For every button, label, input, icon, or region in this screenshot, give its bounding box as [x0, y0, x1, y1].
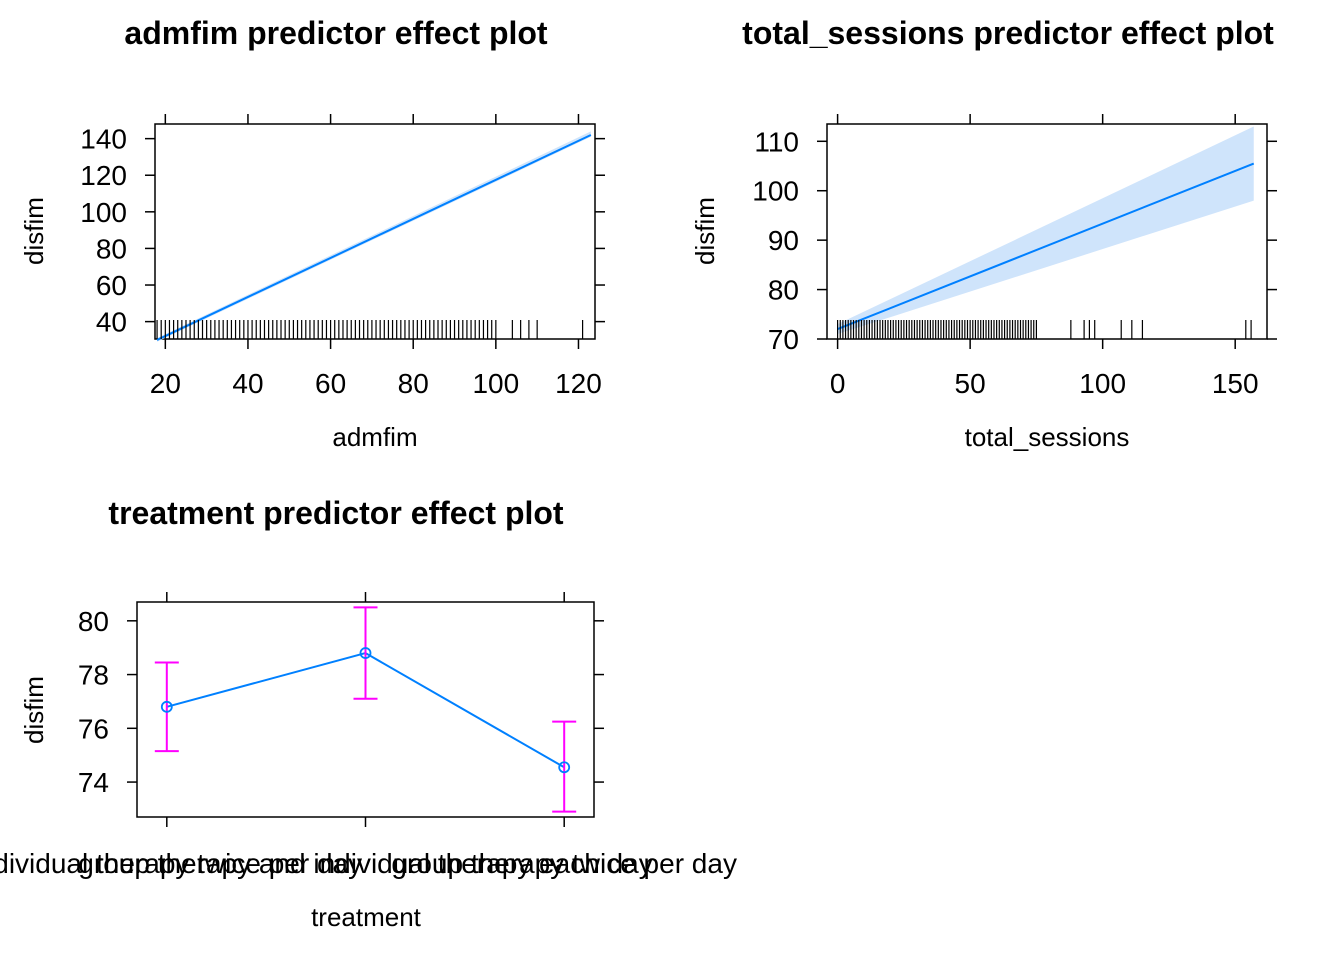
treatment-error-bars: [154, 606, 577, 813]
treatment-panel: treatment predictor effect plot individu…: [0, 495, 737, 932]
treatment-y-tick-label: 76: [78, 713, 109, 744]
treatment-points: [160, 647, 571, 774]
total-sessions-x-tick-label: 50: [955, 368, 986, 399]
treatment-y-axis-label: disfim: [19, 676, 49, 744]
total-sessions-y-axis-label: disfim: [690, 197, 720, 265]
treatment-point: [558, 761, 571, 774]
total-sessions-panel: total_sessions predictor effect plot 0 50…: [690, 15, 1277, 452]
total-sessions-x-axis-label: total_sessions: [965, 422, 1130, 452]
total-sessions-y-tick-label: 80: [768, 275, 799, 306]
treatment-y-tick-label: 78: [78, 660, 109, 691]
total-sessions-rug: [837, 320, 1252, 339]
total-sessions-band-area: [837, 126, 1254, 335]
total-sessions-confidence-band: [837, 126, 1254, 335]
admfim-y-axis-label: disfim: [19, 197, 49, 265]
admfim-y-tick-label: 60: [96, 270, 127, 301]
admfim-rug: [156, 320, 584, 339]
treatment-point: [359, 647, 372, 659]
admfim-y-tick-label: 140: [80, 124, 127, 155]
admfim-x-axis-label: admfim: [332, 422, 417, 452]
total-sessions-y-tick-label: 90: [768, 225, 799, 256]
treatment-x-tick-label: individual therapy twice per day: [0, 848, 362, 879]
total-sessions-y-tick-label: 70: [768, 324, 799, 355]
admfim-x-tick-label: 20: [150, 368, 181, 399]
total-sessions-x-tick-label: 0: [830, 368, 846, 399]
treatment-x-tick-label: group therapy twice per day: [391, 848, 737, 879]
total-sessions-x-tick-label: 100: [1079, 368, 1126, 399]
admfim-x-tick-label: 80: [398, 368, 429, 399]
admfim-x-tick-label: 60: [315, 368, 346, 399]
admfim-panel-title: admfim predictor effect plot: [124, 15, 548, 51]
admfim-x-tick-label: 40: [232, 368, 263, 399]
treatment-x-tick-label: group therapy and individual therapy eac…: [78, 848, 652, 879]
admfim-effect-line: [156, 134, 592, 341]
admfim-panel: admfim predictor effect plot 20 40 60 80 100…: [19, 15, 605, 452]
treatment-y-tick-label: 74: [78, 767, 109, 798]
admfim-axes: 20 40 60 80 100 120 40 60 80 100 120 140: [80, 114, 605, 399]
admfim-y-tick-label: 120: [80, 160, 127, 191]
total-sessions-panel-title: total_sessions predictor effect plot: [742, 15, 1274, 51]
total-sessions-y-tick-label: 110: [754, 126, 799, 157]
admfim-y-tick-label: 80: [96, 233, 127, 264]
admfim-plot-frame: [154, 123, 596, 340]
total-sessions-y-tick-label: 100: [752, 176, 799, 207]
admfim-y-tick-label: 40: [96, 307, 127, 338]
total-sessions-axes: 0 50 100 150 70 80 90 100 110: [752, 114, 1277, 399]
admfim-fit-line: [156, 134, 592, 341]
total-sessions-fit-line: [837, 162, 1255, 331]
total-sessions-effect-line: [837, 162, 1255, 331]
admfim-x-tick-label: 120: [555, 368, 602, 399]
treatment-panel-title: treatment predictor effect plot: [108, 495, 564, 531]
admfim-y-tick-label: 100: [80, 197, 127, 228]
total-sessions-x-tick-label: 150: [1212, 368, 1259, 399]
treatment-point: [160, 700, 173, 713]
treatment-x-axis-label: treatment: [311, 902, 422, 932]
admfim-x-tick-label: 100: [472, 368, 519, 399]
treatment-y-tick-label: 80: [78, 606, 109, 637]
total-sessions-plot-frame: [826, 123, 1268, 340]
